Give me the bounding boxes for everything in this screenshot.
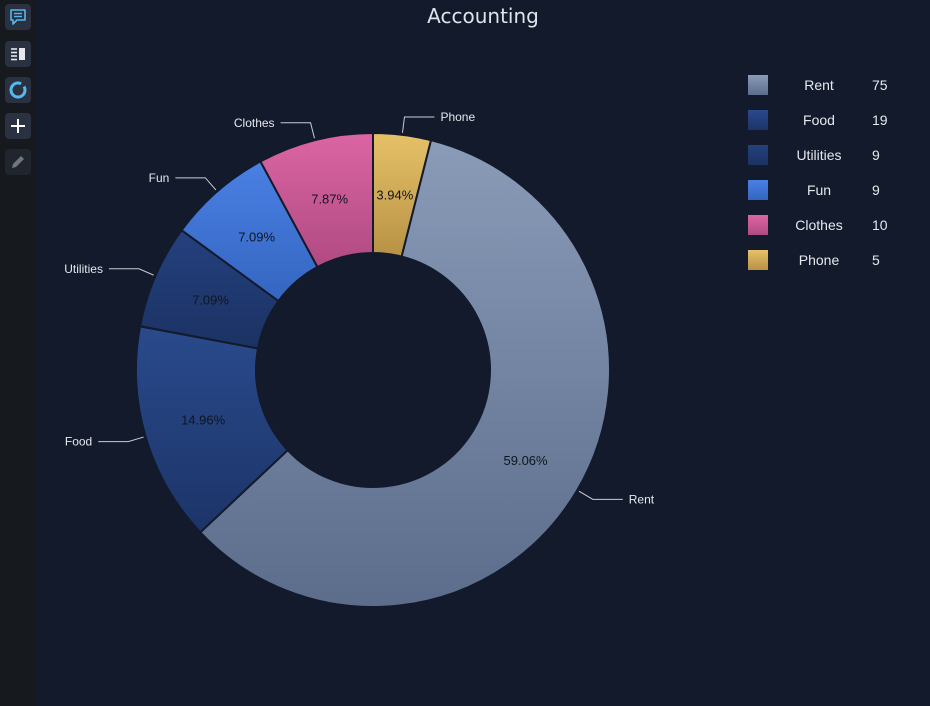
legend-item-rent[interactable]: Rent 75 [748,75,908,97]
category-label-fun: Fun [149,171,170,185]
left-toolbar [0,0,36,706]
leader-line-fun [175,177,217,191]
legend-swatch-fun [748,180,768,200]
comment-button[interactable] [5,4,31,30]
donut-chart-button[interactable] [5,77,31,103]
comment-icon [9,8,27,26]
panel-list-icon [9,45,27,63]
legend-value-rent: 75 [872,77,888,93]
legend-label-phone: Phone [798,252,840,268]
category-label-clothes: Clothes [234,116,275,130]
panel-list-button[interactable] [5,41,31,67]
legend-swatch-phone [748,250,768,270]
edit-button[interactable] [5,149,31,175]
legend-label-rent: Rent [804,77,834,93]
percent-label-utilities: 7.09% [192,293,229,308]
percent-label-food: 14.96% [181,413,226,428]
legend-item-clothes[interactable]: Clothes 10 [748,215,908,237]
legend-swatch-food [748,110,768,130]
pencil-icon [9,153,27,171]
percent-label-clothes: 7.87% [311,191,348,206]
legend-label-utilities: Utilities [796,147,842,163]
legend-value-food: 19 [872,112,888,128]
percent-label-rent: 59.06% [504,453,549,468]
leader-line-rent [578,490,623,500]
legend-value-fun: 9 [872,182,880,198]
legend-value-utilities: 9 [872,147,880,163]
percent-label-fun: 7.09% [238,230,275,245]
category-label-rent: Rent [629,492,655,506]
leader-line-phone [401,116,435,133]
legend-item-food[interactable]: Food 19 [748,110,908,132]
legend-value-clothes: 10 [872,217,888,233]
slice-food[interactable] [135,325,290,534]
legend-swatch-rent [748,75,768,95]
percent-label-phone: 3.94% [376,187,413,202]
legend-value-phone: 5 [872,252,880,268]
leader-line-clothes [280,122,315,139]
add-button[interactable] [5,113,31,139]
legend-label-clothes: Clothes [795,217,843,233]
donut-chart-icon [8,80,28,100]
leader-line-utilities [108,268,154,276]
legend-item-phone[interactable]: Phone 5 [748,250,908,272]
slice-rent[interactable] [198,138,611,608]
category-label-food: Food [65,435,92,449]
category-label-phone: Phone [440,110,475,124]
plus-icon [9,117,27,135]
legend-item-utilities[interactable]: Utilities 9 [748,145,908,167]
legend-label-food: Food [803,112,835,128]
slice-clothes[interactable] [259,131,374,269]
legend-label-fun: Fun [806,182,832,198]
legend-swatch-clothes [748,215,768,235]
chart-title: Accounting [427,4,539,28]
legend-swatch-utilities [748,145,768,165]
leader-line-food [98,436,144,443]
legend-item-fun[interactable]: Fun 9 [748,180,908,202]
category-label-utilities: Utilities [64,262,103,276]
